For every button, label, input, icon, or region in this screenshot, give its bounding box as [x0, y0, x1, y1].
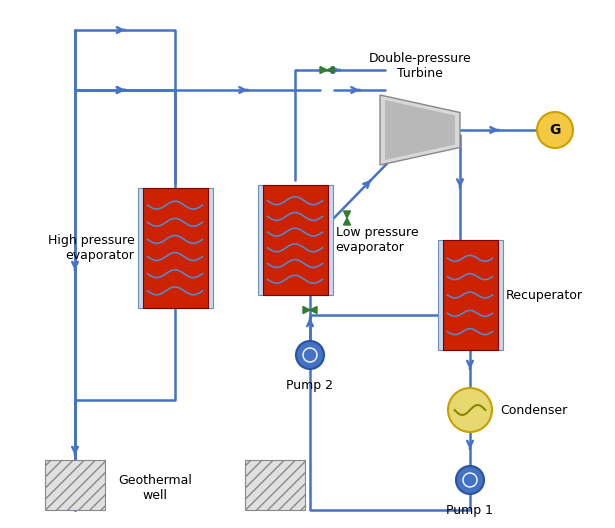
Circle shape — [537, 112, 573, 148]
Bar — [437, 240, 502, 350]
Polygon shape — [380, 95, 460, 165]
Text: High pressure
evaporator: High pressure evaporator — [48, 234, 135, 262]
Polygon shape — [303, 306, 310, 314]
Polygon shape — [327, 67, 334, 73]
Bar — [443, 240, 498, 350]
Text: G: G — [549, 123, 561, 137]
Circle shape — [303, 348, 317, 362]
Polygon shape — [310, 306, 317, 314]
Circle shape — [456, 466, 484, 494]
Bar — [263, 185, 328, 295]
Bar — [258, 185, 333, 295]
Bar — [45, 460, 105, 510]
Text: Pump 2: Pump 2 — [287, 379, 333, 392]
Text: Recuperator: Recuperator — [506, 288, 582, 301]
Text: Geothermal
well: Geothermal well — [118, 474, 192, 502]
Circle shape — [296, 341, 324, 369]
Text: Double-pressure
Turbine: Double-pressure Turbine — [368, 52, 471, 80]
Polygon shape — [320, 67, 327, 73]
Polygon shape — [344, 211, 351, 218]
Text: Low pressure
evaporator: Low pressure evaporator — [336, 226, 418, 254]
Text: Condenser: Condenser — [500, 403, 567, 417]
Polygon shape — [385, 100, 455, 160]
Circle shape — [448, 388, 492, 432]
Bar — [245, 460, 305, 510]
Bar — [143, 188, 207, 308]
Text: Pump 1: Pump 1 — [446, 504, 493, 517]
Bar — [138, 188, 213, 308]
Circle shape — [463, 473, 477, 487]
Polygon shape — [344, 218, 351, 225]
